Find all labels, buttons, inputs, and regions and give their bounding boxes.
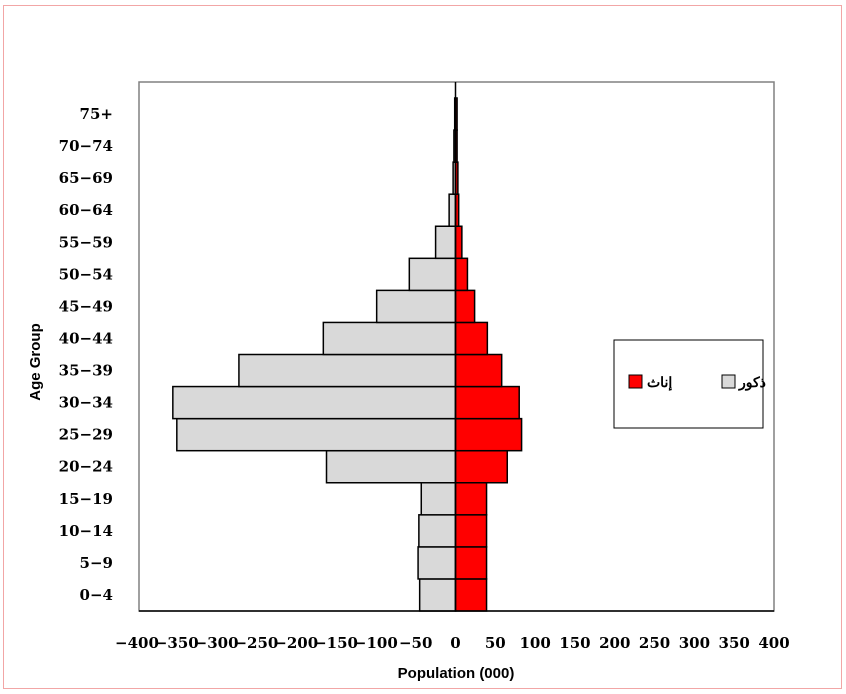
x-tick-label: 50 bbox=[485, 634, 506, 652]
y-tick-label: 25−29 bbox=[59, 426, 113, 444]
bar-male-30-34 bbox=[172, 385, 457, 420]
y-tick-label: 30−34 bbox=[59, 394, 113, 412]
bar-male-10-14 bbox=[418, 514, 457, 548]
y-tick-label: 45−49 bbox=[59, 297, 113, 315]
bar-male-25-29 bbox=[176, 417, 457, 452]
y-tick-label: 50−54 bbox=[59, 265, 113, 283]
legend-label-male: ذكور bbox=[738, 374, 766, 391]
x-tick-label: −100 bbox=[354, 634, 398, 652]
bar-male-45-49 bbox=[375, 289, 457, 324]
chart-outer-frame bbox=[3, 5, 842, 689]
bar-male-40-44 bbox=[322, 321, 457, 356]
y-tick-label: 15−19 bbox=[59, 490, 113, 508]
x-tick-label: −50 bbox=[399, 634, 432, 652]
y-tick-label: 0−4 bbox=[80, 586, 113, 604]
bar-male-35-39 bbox=[238, 353, 457, 388]
x-tick-label: 300 bbox=[679, 634, 710, 652]
bar-female-45-49 bbox=[454, 289, 476, 324]
legend: ذكور إناث bbox=[613, 339, 766, 429]
bar-male-60-64 bbox=[448, 193, 457, 227]
bar-female-50-54 bbox=[454, 257, 469, 292]
y-tick-label: 10−14 bbox=[59, 522, 113, 540]
y-tick-label: 40−44 bbox=[59, 329, 113, 347]
bar-female-15-19 bbox=[454, 482, 488, 516]
y-tick-label: 75+ bbox=[80, 105, 113, 123]
legend-swatch-male bbox=[721, 374, 736, 389]
x-axis-title: Population (000) bbox=[398, 665, 515, 682]
bar-male-55-59 bbox=[434, 225, 457, 260]
y-tick-label: 55−59 bbox=[59, 233, 113, 251]
bar-male-20-24 bbox=[325, 449, 457, 484]
x-tick-label: −400 bbox=[115, 634, 159, 652]
y-tick-label: 20−24 bbox=[59, 458, 113, 476]
bar-female-25-29 bbox=[454, 417, 523, 452]
x-tick-label: −150 bbox=[314, 634, 358, 652]
bar-male-0-4 bbox=[418, 578, 457, 612]
x-tick-label: 400 bbox=[758, 634, 789, 652]
bar-female-20-24 bbox=[454, 449, 509, 484]
y-tick-label: 65−69 bbox=[59, 169, 113, 187]
x-tick-label: 350 bbox=[719, 634, 750, 652]
bar-female-55-59 bbox=[454, 225, 463, 260]
legend-swatch-female bbox=[628, 374, 643, 389]
bar-male-50-54 bbox=[408, 257, 457, 292]
bar-female-30-34 bbox=[454, 385, 520, 420]
bar-female-5-9 bbox=[454, 546, 488, 580]
x-tick-label: 0 bbox=[450, 634, 460, 652]
x-tick-label: 250 bbox=[639, 634, 670, 652]
bar-female-10-14 bbox=[454, 514, 488, 548]
x-tick-label: 100 bbox=[519, 634, 550, 652]
y-tick-label: 60−64 bbox=[59, 201, 113, 219]
y-axis-title: Age Group bbox=[27, 323, 44, 401]
x-tick-label: 200 bbox=[599, 634, 630, 652]
x-tick-label: −200 bbox=[274, 634, 318, 652]
y-tick-label: 35−39 bbox=[59, 362, 113, 380]
y-tick-label: 70−74 bbox=[59, 137, 113, 155]
bar-female-40-44 bbox=[454, 321, 489, 356]
bar-female-0-4 bbox=[454, 578, 488, 612]
bar-male-15-19 bbox=[420, 482, 457, 516]
x-tick-label: −300 bbox=[195, 634, 239, 652]
bar-male-5-9 bbox=[417, 546, 457, 580]
x-tick-label: −250 bbox=[234, 634, 278, 652]
legend-label-female: إناث bbox=[647, 374, 672, 392]
bar-female-35-39 bbox=[454, 353, 503, 388]
y-tick-label: 5−9 bbox=[80, 554, 113, 572]
x-tick-label: −350 bbox=[155, 634, 199, 652]
x-tick-label: 150 bbox=[559, 634, 590, 652]
